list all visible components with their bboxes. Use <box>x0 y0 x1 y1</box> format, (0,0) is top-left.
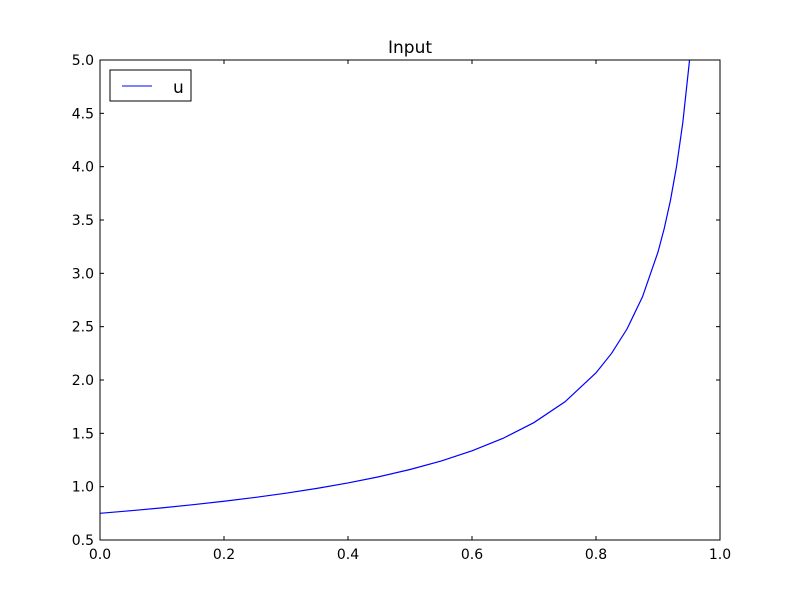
y-tick-label: 3.0 <box>72 266 94 282</box>
legend: u <box>109 69 192 102</box>
chart-title: Input <box>388 38 432 58</box>
x-tick-label: 1.0 <box>709 547 731 563</box>
y-tick-label: 4.0 <box>72 160 94 176</box>
y-tick-label: 2.5 <box>72 320 94 336</box>
legend-label-u: u <box>173 78 184 98</box>
x-tick-label: 0.2 <box>213 547 235 563</box>
y-tick-label: 0.5 <box>72 533 94 549</box>
x-tick-label: 0.6 <box>461 547 483 563</box>
plot-frame <box>99 59 721 541</box>
y-tick-label: 4.5 <box>72 106 94 122</box>
y-tick-label: 1.5 <box>72 426 94 442</box>
x-tick-label: 0.0 <box>89 547 111 563</box>
y-tick-label: 3.5 <box>72 213 94 229</box>
x-tick-label: 0.4 <box>337 547 359 563</box>
series-line-u <box>100 60 691 514</box>
y-tick-label: 5.0 <box>72 53 94 69</box>
x-tick-label: 0.8 <box>585 547 607 563</box>
y-tick-label: 1.0 <box>72 480 94 496</box>
plot-area <box>100 60 720 540</box>
y-tick-label: 2.0 <box>72 373 94 389</box>
